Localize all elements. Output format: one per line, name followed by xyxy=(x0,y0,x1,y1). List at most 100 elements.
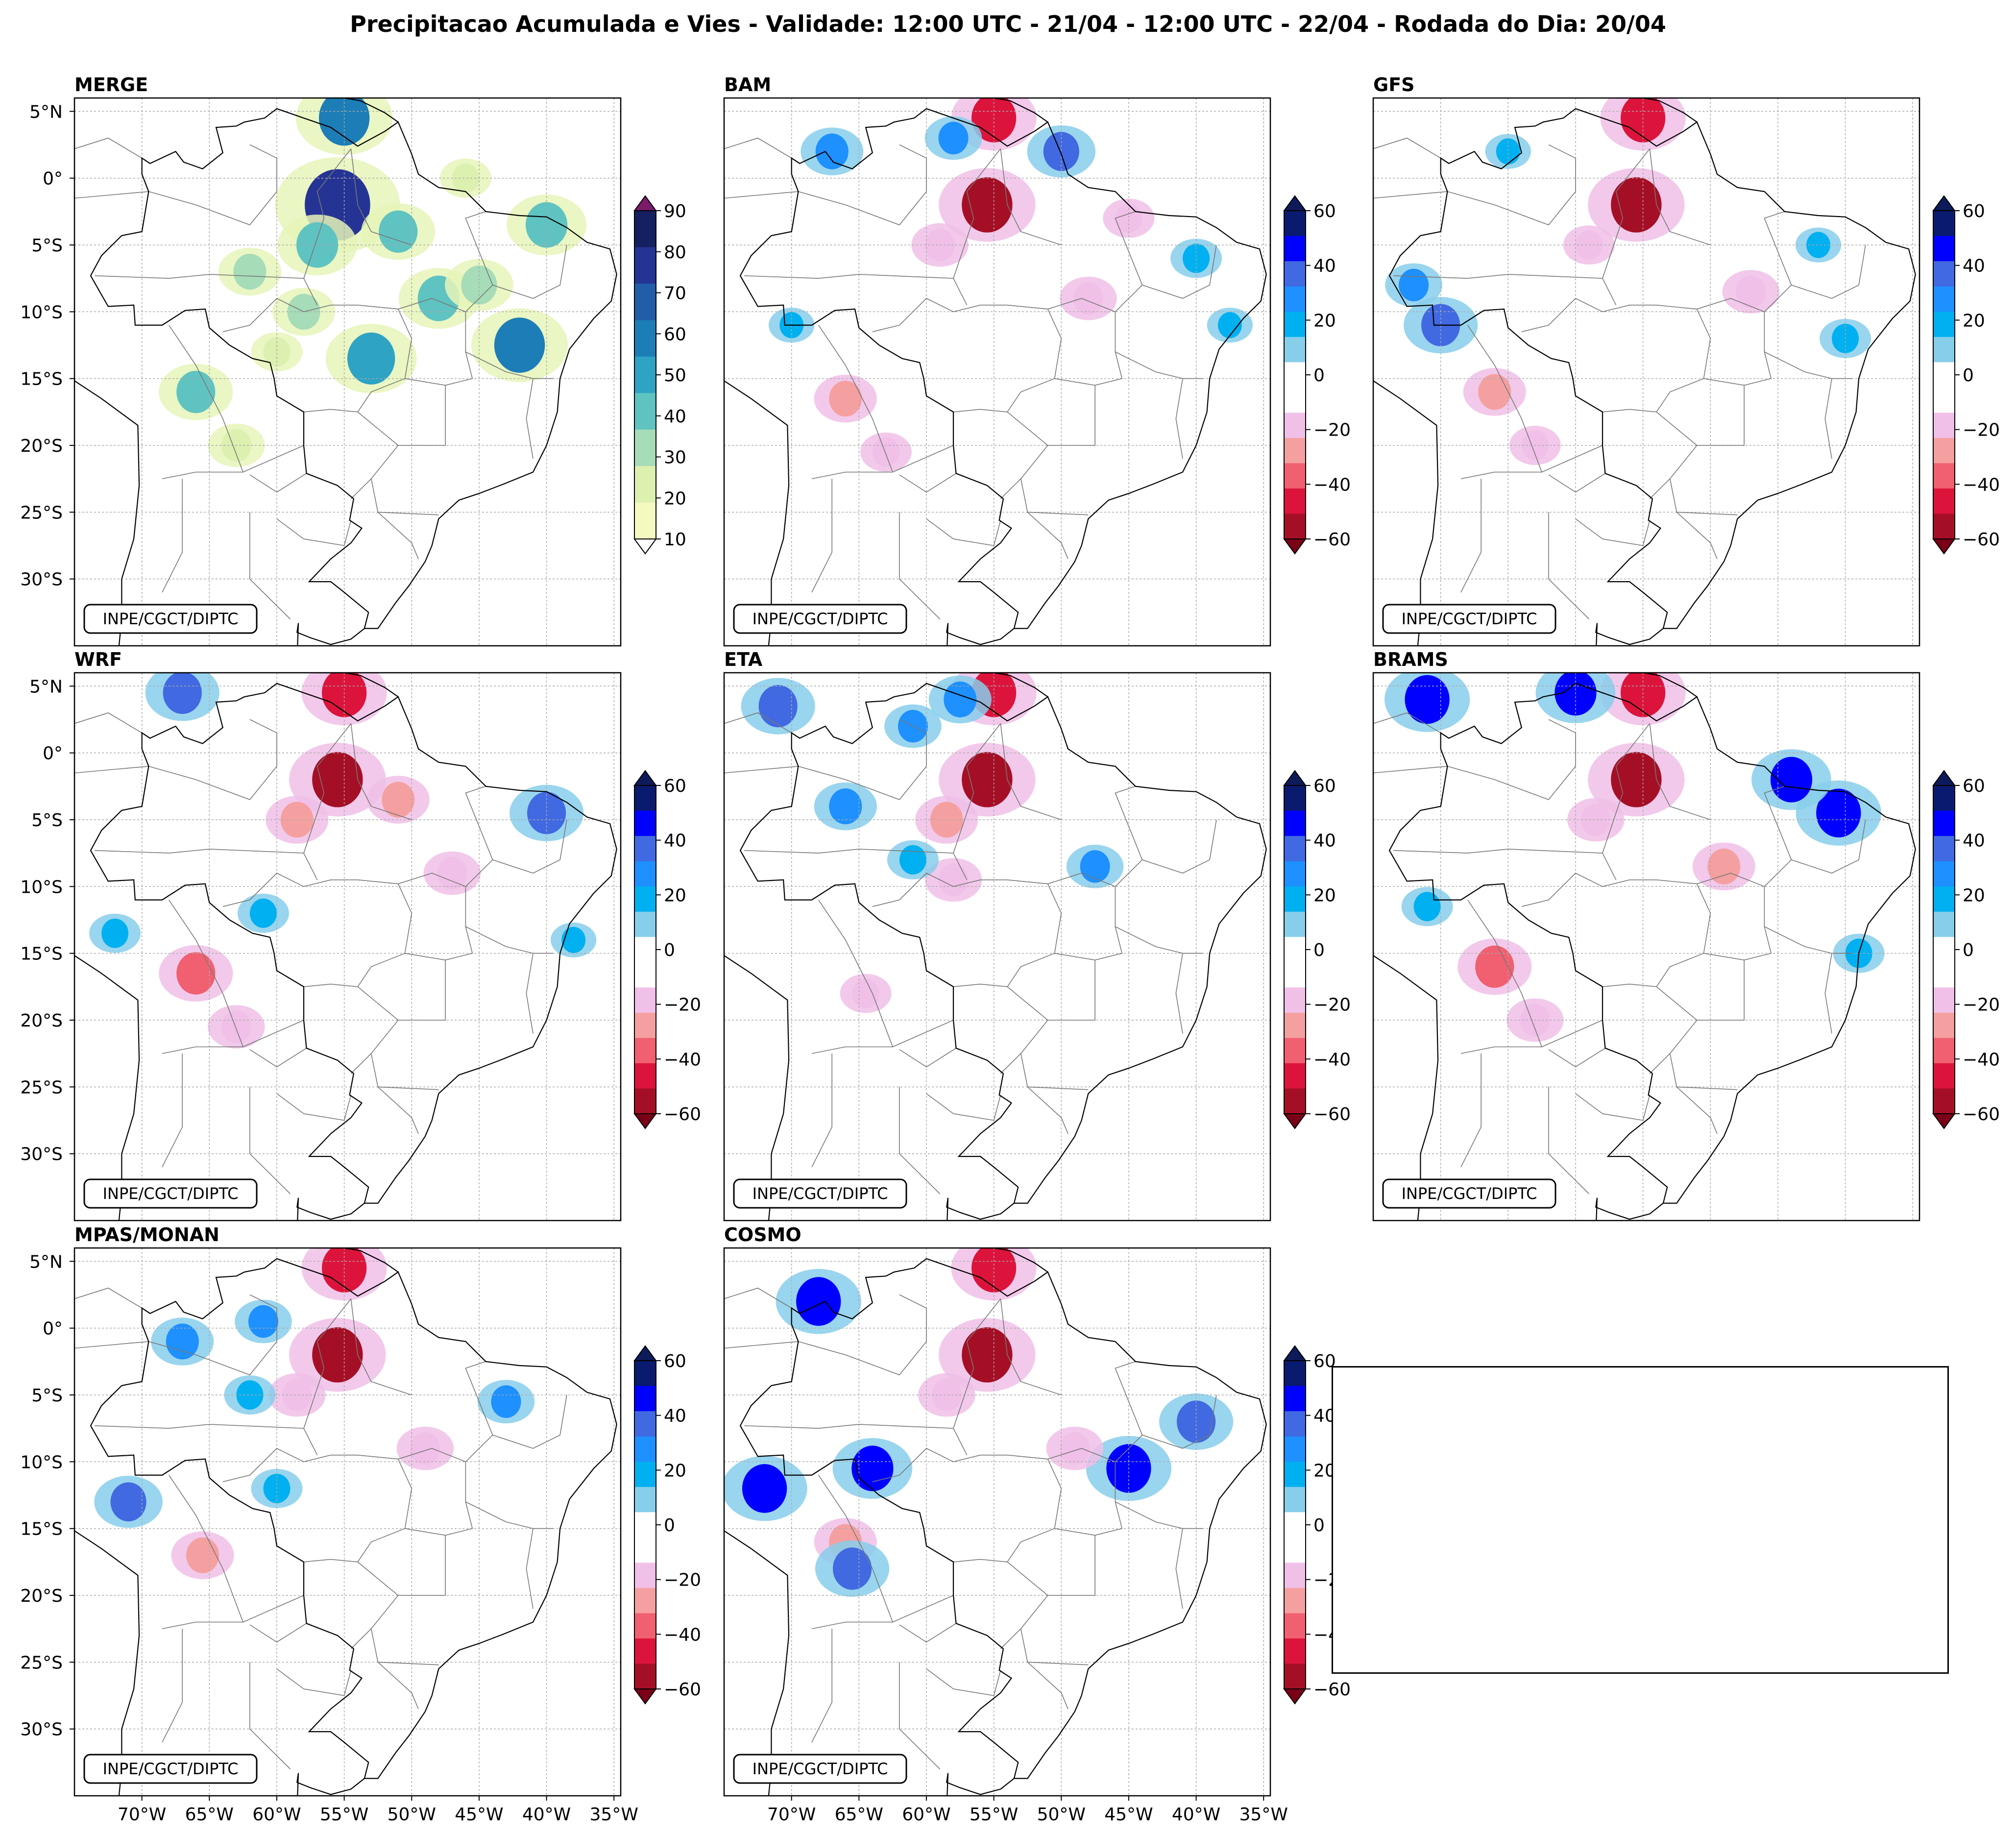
state-border xyxy=(350,1628,372,1649)
state-border xyxy=(1669,385,1745,515)
colorbar-segment xyxy=(1284,438,1306,464)
colorbar-tick-label: −20 xyxy=(1963,995,2000,1015)
state-border xyxy=(926,1093,954,1114)
colorbar-segment xyxy=(1284,785,1306,811)
state-border xyxy=(798,191,927,225)
state-border xyxy=(1000,1298,1062,1395)
state-border xyxy=(377,1662,419,1710)
state-border xyxy=(465,1361,493,1462)
state-border xyxy=(465,211,493,312)
field-blob xyxy=(1770,757,1813,803)
colorbar-segment xyxy=(634,502,656,539)
state-border xyxy=(492,1394,567,1449)
colorbar-segment xyxy=(634,247,656,284)
field-blob xyxy=(166,1323,199,1360)
colorbar-segment xyxy=(1284,886,1306,912)
colorbar-segment xyxy=(634,1038,656,1064)
state-border xyxy=(350,1298,412,1395)
state-border xyxy=(162,1475,244,1629)
field-blob xyxy=(1816,788,1861,838)
state-border xyxy=(1142,819,1217,874)
state-border xyxy=(1676,1086,1718,1134)
lat-tick-label: 5°N xyxy=(29,1252,63,1272)
colorbar-segment xyxy=(1284,836,1306,862)
field-blob xyxy=(1073,282,1103,315)
field-blob xyxy=(1736,275,1766,308)
state-border xyxy=(724,191,799,199)
lat-tick-label: 25°S xyxy=(20,503,63,523)
state-border xyxy=(148,766,277,800)
colorbar-segment xyxy=(634,937,656,963)
colorbar-segment xyxy=(634,1563,656,1589)
state-border xyxy=(811,1053,832,1168)
colorbar-bam: 60 40 20 0 −20 −40 −60 xyxy=(1283,195,1351,555)
colorbar-tick-label: 90 xyxy=(664,201,686,221)
colorbar-tick-label: 60 xyxy=(1313,776,1336,796)
lon-tick-label: 45°W xyxy=(455,1805,503,1825)
coastline xyxy=(1595,1198,1664,1221)
colorbar-segment xyxy=(1933,413,1955,439)
state-border xyxy=(953,148,1001,279)
colorbar-extend-over xyxy=(633,1345,657,1361)
colorbar-tick-label: 20 xyxy=(1963,885,1985,905)
state-border xyxy=(899,719,927,766)
colorbar-segment xyxy=(634,962,656,988)
colorbar-tick-label: 20 xyxy=(1313,885,1336,905)
colorbar-segment xyxy=(1933,836,1955,862)
colorbar-tick-label: 0 xyxy=(1313,940,1325,960)
state-border xyxy=(1649,478,1671,499)
colorbar-segment xyxy=(1284,211,1306,237)
state-border xyxy=(74,766,149,774)
colorbar-segment xyxy=(1284,1361,1306,1387)
colorbar-extend-over xyxy=(1932,770,1956,786)
map-area-brams xyxy=(1373,673,1919,1221)
field-blob xyxy=(962,752,1013,807)
state-border xyxy=(1764,211,1792,312)
lat-tick-label: 5°S xyxy=(31,1386,63,1406)
field-blob xyxy=(1043,132,1079,171)
field-blob xyxy=(312,1327,363,1383)
colorbar-extend-under xyxy=(1932,538,1956,555)
lon-tick-label: 70°W xyxy=(118,1805,166,1825)
colorbar-segment xyxy=(1284,962,1306,988)
field-blob xyxy=(1413,892,1441,922)
state-border xyxy=(899,473,956,493)
lat-tick-label: 0° xyxy=(43,1319,63,1339)
panel-title: MERGE xyxy=(74,74,148,96)
colorbar-segment xyxy=(634,1512,656,1538)
state-border xyxy=(1460,900,1543,1054)
colorbar-segment xyxy=(1933,1012,1955,1038)
field-blob xyxy=(1611,752,1662,807)
field-blob xyxy=(527,792,566,834)
colorbar-tick-label: 30 xyxy=(664,448,686,468)
field-blob xyxy=(1580,803,1611,836)
field-blob xyxy=(1183,244,1210,273)
colorbar-segment xyxy=(634,1411,656,1437)
state-border xyxy=(899,1087,941,1195)
colorbar-segment xyxy=(1933,911,1955,937)
state-border xyxy=(357,1562,399,1596)
panel-title: BRAMS xyxy=(1373,649,1448,670)
colorbar-tick-label: −60 xyxy=(664,1680,701,1700)
credit-box xyxy=(83,1178,258,1209)
colorbar-tick-label: 60 xyxy=(1963,201,1985,221)
state-border xyxy=(526,953,534,1034)
state-border xyxy=(74,1341,149,1349)
colorbar-segment xyxy=(634,1487,656,1513)
state-border xyxy=(1548,1087,1590,1195)
colorbar-segment xyxy=(634,1386,656,1412)
lat-tick-label: 0° xyxy=(43,169,63,189)
state-border xyxy=(1541,445,1603,473)
colorbar-segment xyxy=(634,987,656,1013)
state-border xyxy=(1373,766,1448,774)
colorbar-tick-label: 0 xyxy=(1963,940,1974,960)
colorbar-segment xyxy=(1933,1088,1955,1114)
panel-merge: MERGE INPE/CGCT/DIPTC 5°N 0° 5°S 10°S 15°S 20°S… xyxy=(20,74,622,647)
map-frame xyxy=(723,672,1271,1222)
colorbar-extend-over xyxy=(633,195,657,211)
state-border xyxy=(1575,1093,1603,1114)
state-border xyxy=(1824,378,1832,459)
colorbar-tick-label: −40 xyxy=(1313,1050,1351,1070)
colorbar-segment xyxy=(1284,1613,1306,1639)
lon-tick-label: 35°W xyxy=(590,1805,638,1825)
